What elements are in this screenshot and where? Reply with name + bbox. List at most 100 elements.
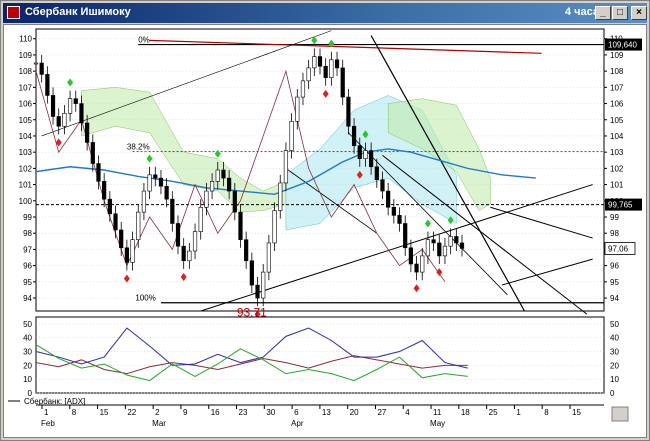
- price-left-tick-label: 105: [19, 116, 33, 125]
- time-axis-label: 11: [433, 408, 442, 417]
- maximize-button[interactable]: □: [612, 6, 628, 20]
- price-right-tick-label: 99: [610, 213, 619, 222]
- candle-body: [255, 284, 260, 299]
- candle-body: [175, 223, 181, 247]
- candle-body: [164, 185, 169, 200]
- time-axis-label: 25: [489, 408, 498, 417]
- title-bar[interactable]: Сбербанк Ишимоку 4 часа _ □ ×: [3, 3, 647, 23]
- adx-left-tick-label: 30: [23, 348, 32, 357]
- candle-body: [414, 263, 419, 273]
- level-label-box: [605, 198, 642, 211]
- up-fractal-marker: [424, 219, 431, 228]
- price-right-tick-label: 106: [610, 100, 624, 109]
- adx-series-line-2: [35, 327, 468, 369]
- price-left-tick-label: 99: [23, 213, 32, 222]
- up-fractal-marker: [447, 216, 454, 225]
- time-axis-label: 4: [405, 408, 410, 417]
- candle-body: [448, 236, 453, 247]
- adx-right-tick-label: 50: [610, 320, 619, 329]
- candle-body: [136, 211, 141, 240]
- up-fractal-marker: [311, 36, 318, 45]
- candle-body: [300, 80, 306, 98]
- price-left-tick-label: 101: [19, 181, 33, 190]
- candle-body: [317, 56, 323, 67]
- ascending-short-line: [501, 258, 593, 286]
- chart-svg[interactable]: 9494959596969797989899991001001011011021…: [4, 25, 646, 437]
- candle-body: [312, 56, 317, 69]
- candle-body: [39, 62, 44, 75]
- candle-body: [369, 150, 374, 168]
- candle-body: [45, 74, 50, 96]
- price-right-tick-label: 108: [610, 67, 624, 76]
- candle-body: [437, 242, 442, 257]
- candle-body: [363, 150, 368, 159]
- candle-body: [323, 65, 328, 78]
- candle-body: [351, 125, 357, 146]
- candle-body: [181, 245, 186, 262]
- down-fractal-marker: [123, 274, 130, 283]
- candle-body: [425, 239, 431, 257]
- price-left-tick-label: 109: [19, 51, 33, 60]
- adx-right-tick-label: 10: [610, 375, 619, 384]
- moving-average-line: [35, 148, 536, 196]
- candle-body: [346, 96, 351, 127]
- candle-body: [141, 190, 147, 213]
- down-fractal-marker: [322, 89, 329, 98]
- adx-legend-label: Сбербанк: [ADX]: [24, 397, 85, 406]
- candle-body: [124, 247, 129, 263]
- candle-body: [329, 59, 334, 78]
- time-axis-label: 15: [572, 408, 581, 417]
- candle-body: [232, 190, 237, 213]
- price-right-tick-label: 104: [610, 132, 624, 141]
- candle-body: [102, 181, 107, 200]
- price-left-tick-label: 103: [19, 148, 33, 157]
- time-axis-label: 8: [72, 408, 77, 417]
- falling-channel-bottom: [348, 132, 508, 296]
- candle-body: [79, 103, 84, 124]
- adx-right-tick-label: 20: [610, 361, 619, 370]
- candle-body: [391, 206, 396, 216]
- close-button[interactable]: ×: [631, 6, 647, 20]
- candle-body: [107, 198, 112, 215]
- price-right-tick-label: 109: [610, 51, 624, 60]
- month-label: May: [430, 419, 445, 428]
- candle-body: [73, 98, 78, 104]
- candle-body: [50, 95, 56, 117]
- adx-right-tick-label: 30: [610, 348, 619, 357]
- time-axis-label: 6: [294, 408, 299, 417]
- adx-right-tick-label: 0: [610, 389, 615, 398]
- up-fractal-marker: [67, 78, 74, 87]
- candle-body: [278, 182, 283, 211]
- low-price-annotation: 93,71: [237, 306, 267, 320]
- candle-body: [204, 190, 209, 208]
- minimize-button[interactable]: _: [595, 6, 611, 20]
- candle-body: [397, 215, 402, 224]
- candle-body: [261, 271, 266, 299]
- resistance-line-red: [149, 39, 542, 54]
- candle-body: [272, 210, 277, 244]
- candle-body: [56, 116, 61, 127]
- time-axis-label: 15: [100, 408, 109, 417]
- candle-body: [67, 98, 73, 114]
- support-line-rising: [200, 184, 593, 312]
- candle-body: [380, 179, 385, 192]
- candle-body: [374, 166, 379, 181]
- price-left-tick-label: 102: [19, 164, 33, 173]
- candle-body: [192, 231, 198, 252]
- candle-body: [85, 122, 90, 143]
- fib-label: 38.2%: [127, 142, 150, 151]
- chart-area: 9494959596969797989899991001001011011021…: [3, 24, 647, 438]
- up-fractal-marker: [214, 149, 221, 158]
- time-axis-label: 27: [377, 408, 386, 417]
- candle-body: [244, 239, 249, 262]
- month-label: Apr: [291, 419, 304, 428]
- price-right-tick-label: 94: [610, 294, 619, 303]
- up-fractal-marker: [362, 130, 369, 139]
- time-axis-label: 16: [211, 408, 220, 417]
- price-left-tick-label: 97: [23, 245, 32, 254]
- adx-panel: [35, 316, 605, 394]
- time-axis-label: 9: [183, 408, 188, 417]
- candle-body: [209, 181, 215, 192]
- scroll-right-button[interactable]: [611, 406, 629, 422]
- adx-series-line-1: [35, 355, 468, 375]
